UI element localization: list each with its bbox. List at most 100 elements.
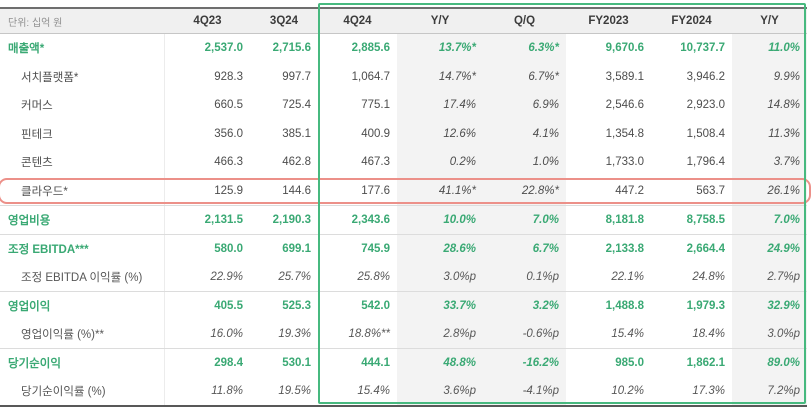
cell-yy: 26.1%: [732, 176, 807, 206]
cell-4q23: 298.4: [214, 356, 243, 369]
cell-fy2023: 2,133.8: [605, 242, 644, 255]
cell-4q24: 467.3: [361, 156, 390, 169]
cell-yy: 89.0%: [732, 349, 807, 377]
column-header-4q24: 4Q24: [343, 15, 372, 27]
cell-yy: 9.9%: [732, 62, 807, 92]
cell-fy2024: 24.8%: [692, 270, 725, 283]
cell-qq: -4.1%p: [483, 376, 566, 406]
cell-4q23: 660.5: [214, 99, 243, 112]
row-label: 영업이익률 (%)**: [0, 319, 165, 349]
cell-fy2024: 3,946.2: [686, 70, 725, 83]
row-label: 조정 EBITDA 이익률 (%): [0, 262, 165, 291]
cell-yy: 17.4%: [397, 91, 483, 120]
column-header-yy: Y/Y: [430, 15, 450, 27]
cell-4q24: 2,885.6: [351, 42, 390, 55]
cell-3q24: 19.3%: [278, 327, 311, 340]
cell-fy2024: 1,979.3: [686, 299, 725, 312]
cell-4q24: 542.0: [361, 299, 390, 312]
cell-yy: 2.7%p: [732, 262, 807, 291]
cell-qq: 6.3%*: [483, 34, 566, 63]
cell-3q24: 997.7: [282, 70, 311, 83]
cell-yy: 3.0%p: [732, 319, 807, 349]
cell-fy2024: 17.3%: [692, 384, 725, 397]
cell-yy: 32.9%: [732, 291, 807, 320]
table-row: 매출액* 2,537.0 2,715.6 2,885.6 13.7%* 6.3%* 9,67…: [0, 34, 807, 63]
cell-yy: 11.3%: [732, 119, 807, 149]
cell-yy: 14.8%: [732, 91, 807, 120]
cell-yy: 3.0%p: [397, 262, 483, 291]
cell-fy2023: 1,354.8: [605, 127, 644, 140]
column-header-fy2024: FY2024: [671, 15, 712, 27]
cell-4q23: 11.8%: [211, 384, 243, 397]
cell-fy2024: 8,758.5: [686, 214, 725, 227]
cell-yy: 11.0%: [732, 34, 807, 63]
cell-3q24: 525.3: [282, 299, 311, 312]
table-row: 영업이익률 (%)** 16.0% 19.3% 18.8%** 2.8%p -0.6%p 1…: [0, 319, 807, 349]
cell-yy: 0.2%: [397, 148, 483, 177]
column-header-4q23: 4Q23: [193, 15, 222, 27]
cell-fy2024: 10,737.7: [680, 42, 725, 55]
cell-qq: 4.1%: [483, 119, 566, 149]
cell-fy2024: 2,664.4: [686, 242, 725, 255]
row-label: 클라우드*: [0, 176, 165, 206]
cell-3q24: 699.1: [282, 242, 311, 255]
cell-fy2023: 15.4%: [611, 327, 644, 340]
financial-results-table: 단위: 십억 원 4Q23 3Q24 4Q24 Y/Y Q/Q FY2023 FY2024 Y…: [0, 7, 811, 408]
cell-yy: 10.0%: [397, 206, 483, 234]
cell-4q24: 2,343.6: [351, 214, 390, 227]
table-row: 조정 EBITDA 이익률 (%) 22.9% 25.7% 25.8% 3.0%p 0.1…: [0, 262, 807, 291]
table-row: 영업이익 405.5 525.3 542.0 33.7% 3.2% 1,488.8 1,979…: [0, 290, 807, 320]
cell-fy2024: 1,508.4: [686, 127, 725, 140]
cell-3q24: 144.6: [282, 185, 311, 197]
cell-3q24: 530.1: [282, 356, 311, 369]
table-body: 매출액* 2,537.0 2,715.6 2,885.6 13.7%* 6.3%* 9,67…: [0, 34, 811, 406]
row-label: 핀테크: [0, 119, 165, 149]
row-label: 매출액*: [0, 34, 165, 63]
table-row: 영업비용 2,131.5 2,190.3 2,343.6 10.0% 7.0% 8,181.…: [0, 205, 807, 234]
table-row: 핀테크 356.0 385.1 400.9 12.6% 4.1% 1,354.8 1,508.…: [0, 119, 807, 149]
cell-qq: -16.2%: [483, 349, 566, 377]
cell-fy2023: 9,670.6: [605, 42, 644, 55]
cell-qq: 0.1%p: [483, 262, 566, 291]
cell-fy2024: 563.7: [696, 185, 725, 197]
row-label: 영업비용: [0, 206, 165, 234]
cell-4q24: 775.1: [361, 99, 390, 112]
table-row: 조정 EBITDA*** 580.0 699.1 745.9 28.6% 6.7% 2,13…: [0, 233, 807, 263]
cell-fy2024: 1,862.1: [686, 356, 725, 369]
cell-yy: 28.6%: [397, 234, 483, 263]
cell-yy: 2.8%p: [397, 319, 483, 349]
unit-label: 단위: 십억 원: [8, 17, 63, 29]
cell-qq: 1.0%: [483, 148, 566, 177]
cell-fy2024: 1,796.4: [686, 156, 725, 169]
cell-fy2024: 18.4%: [692, 327, 725, 340]
cell-fy2023: 8,181.8: [605, 214, 644, 227]
cell-4q24: 177.6: [361, 185, 390, 197]
table-row: 커머스 660.5 725.4 775.1 17.4% 6.9% 2,546.6 2,923.…: [0, 91, 807, 120]
cell-qq: 7.0%: [483, 206, 566, 234]
cell-qq: 6.7%*: [483, 62, 566, 92]
cell-4q24: 400.9: [361, 127, 390, 140]
cell-3q24: 462.8: [282, 156, 311, 169]
cell-qq: 6.9%: [483, 91, 566, 120]
cell-4q24: 25.8%: [357, 270, 390, 283]
cell-qq: 6.7%: [483, 234, 566, 263]
cell-4q23: 22.9%: [210, 270, 243, 283]
table-row: 당기순이익률 (%) 11.8% 19.5% 15.4% 3.6%p -4.1%p 10.2…: [0, 376, 807, 406]
cell-4q24: 444.1: [361, 356, 390, 369]
cell-4q24: 15.4%: [357, 384, 390, 397]
cell-yy: 7.0%: [732, 206, 807, 234]
cell-qq: 3.2%: [483, 291, 566, 320]
cell-4q23: 405.5: [214, 299, 243, 312]
cell-3q24: 25.7%: [278, 270, 311, 283]
cell-4q23: 928.3: [214, 70, 243, 83]
cell-4q23: 2,537.0: [204, 42, 243, 55]
cell-4q23: 2,131.5: [204, 214, 243, 227]
row-label: 커머스: [0, 91, 165, 120]
column-header-fy2023: FY2023: [588, 15, 629, 27]
cell-qq: -0.6%p: [483, 319, 566, 349]
cell-4q24: 745.9: [361, 242, 390, 255]
row-label: 당기순이익률 (%): [0, 376, 165, 406]
cell-fy2023: 22.1%: [611, 270, 644, 283]
cell-4q24: 1,064.7: [351, 70, 390, 83]
cell-4q23: 356.0: [214, 127, 243, 140]
